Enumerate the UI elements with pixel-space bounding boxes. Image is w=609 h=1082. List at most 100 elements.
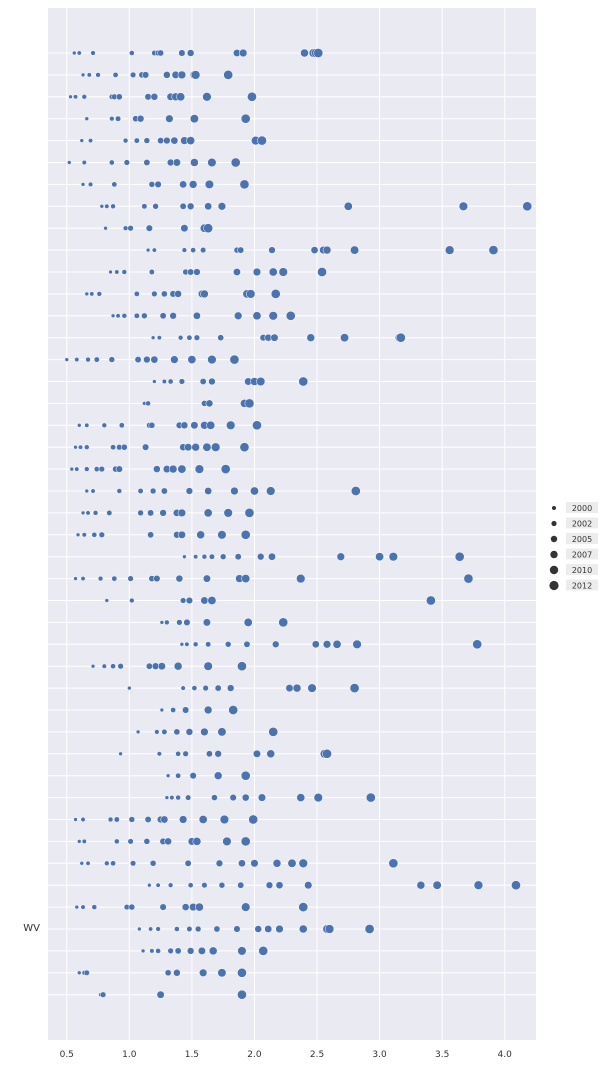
data-point	[97, 575, 104, 582]
data-point	[145, 662, 153, 670]
data-point	[186, 947, 195, 955]
legend-marker	[552, 506, 556, 510]
data-point	[84, 116, 90, 121]
data-point	[307, 683, 317, 693]
data-point	[189, 772, 197, 780]
data-point	[159, 509, 167, 517]
data-point	[127, 838, 134, 845]
data-point	[151, 290, 158, 298]
legend-label: 2005	[572, 535, 592, 544]
data-point	[115, 115, 122, 122]
data-point	[214, 750, 222, 758]
data-point	[188, 180, 198, 189]
legend-label: 2010	[572, 566, 592, 575]
data-point	[186, 926, 193, 932]
legend-label-bg	[566, 502, 598, 513]
data-point	[187, 882, 194, 889]
data-point	[90, 663, 96, 669]
data-point	[200, 289, 209, 299]
data-point	[116, 488, 123, 494]
data-point	[226, 684, 235, 692]
data-point	[416, 880, 426, 890]
data-point	[159, 312, 167, 320]
data-point	[336, 552, 345, 561]
data-point	[184, 443, 193, 452]
data-point	[272, 640, 280, 648]
data-point	[317, 267, 327, 277]
data-point	[201, 553, 208, 560]
data-point	[241, 574, 251, 584]
data-point	[268, 267, 278, 277]
data-point	[220, 464, 231, 474]
data-point	[472, 639, 483, 650]
data-point	[208, 553, 215, 560]
data-point	[272, 859, 282, 868]
data-point	[155, 882, 161, 888]
data-point	[190, 247, 196, 253]
data-point	[296, 793, 306, 802]
data-point	[104, 203, 110, 209]
data-point	[204, 202, 213, 211]
data-point	[237, 881, 245, 889]
data-point	[350, 245, 360, 255]
data-point	[128, 816, 136, 823]
x-tick-labels: 0.5 1.0 1.5 2.0 2.5 3.0 3.5 4.0	[60, 1050, 513, 1060]
data-point	[219, 814, 230, 825]
data-point	[161, 728, 168, 735]
data-point	[145, 224, 153, 232]
data-point	[252, 749, 261, 758]
data-point	[201, 882, 208, 889]
data-point	[84, 291, 90, 297]
data-point	[511, 880, 521, 891]
data-point	[79, 861, 85, 866]
data-point	[80, 576, 86, 582]
data-point	[153, 465, 161, 473]
data-point	[244, 398, 255, 409]
data-point	[112, 72, 119, 78]
data-point	[134, 356, 142, 364]
data-point	[207, 596, 217, 605]
data-point	[265, 881, 274, 889]
data-point	[87, 181, 94, 187]
data-point	[148, 269, 155, 275]
data-point	[193, 311, 201, 320]
data-point	[107, 816, 114, 823]
data-point	[396, 332, 406, 343]
data-point	[143, 355, 151, 364]
data-point	[213, 925, 221, 933]
data-point	[179, 202, 187, 210]
data-point	[150, 93, 159, 101]
data-point	[164, 969, 172, 977]
x-tick-label: 3.0	[372, 1050, 387, 1060]
data-point	[159, 903, 167, 911]
data-point	[463, 573, 474, 584]
data-point	[266, 749, 275, 759]
data-point	[207, 354, 217, 365]
data-point	[223, 70, 234, 80]
data-point	[108, 356, 116, 363]
data-point	[322, 748, 332, 759]
data-point	[204, 487, 213, 495]
data-point	[268, 727, 279, 737]
data-point	[133, 291, 140, 297]
data-point	[118, 422, 125, 429]
data-point	[203, 508, 213, 518]
data-point	[64, 357, 70, 362]
data-point	[229, 794, 237, 802]
data-point	[172, 158, 181, 167]
data-point	[268, 311, 278, 321]
data-point	[118, 751, 123, 757]
data-point	[98, 465, 105, 473]
data-point	[178, 378, 186, 385]
data-point	[85, 860, 91, 866]
data-point	[202, 574, 211, 583]
legend-label-bg	[566, 548, 598, 560]
data-point	[266, 486, 276, 496]
data-point	[181, 903, 190, 911]
data-point	[240, 770, 251, 781]
data-point	[240, 113, 251, 124]
data-point	[182, 706, 190, 714]
data-point	[186, 136, 196, 145]
data-point	[298, 858, 308, 868]
